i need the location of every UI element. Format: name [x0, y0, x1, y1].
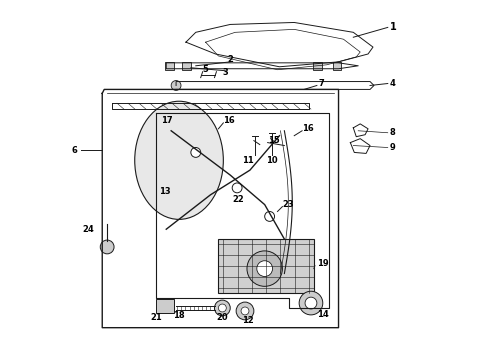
Text: 13: 13: [159, 187, 171, 196]
Bar: [165, 62, 174, 70]
Circle shape: [257, 261, 272, 276]
Ellipse shape: [135, 101, 223, 219]
Text: 19: 19: [317, 259, 328, 268]
Text: 16: 16: [302, 124, 314, 133]
Circle shape: [219, 304, 226, 312]
Text: 1: 1: [390, 22, 396, 32]
Text: 6: 6: [72, 146, 77, 155]
Text: 16: 16: [223, 116, 235, 125]
Bar: [313, 62, 322, 70]
Text: 18: 18: [173, 311, 185, 320]
Circle shape: [299, 291, 323, 315]
Text: 21: 21: [150, 313, 162, 322]
Bar: [156, 299, 174, 313]
Circle shape: [171, 81, 181, 90]
Text: 9: 9: [390, 143, 395, 152]
Text: 15: 15: [268, 136, 279, 145]
Circle shape: [305, 297, 317, 309]
Text: 14: 14: [317, 310, 329, 319]
Circle shape: [232, 183, 242, 193]
Circle shape: [236, 302, 254, 320]
Text: 2: 2: [227, 55, 233, 64]
Text: 20: 20: [217, 313, 228, 322]
Text: 24: 24: [83, 225, 95, 234]
Circle shape: [241, 307, 249, 315]
Text: 3: 3: [222, 68, 228, 77]
Text: 12: 12: [242, 316, 254, 325]
Text: 17: 17: [161, 116, 173, 125]
Circle shape: [247, 251, 282, 286]
Bar: [219, 239, 314, 293]
Text: 8: 8: [390, 128, 395, 137]
Bar: [182, 62, 191, 70]
Text: 7: 7: [319, 79, 324, 88]
Circle shape: [191, 148, 201, 157]
Text: 11: 11: [242, 156, 254, 165]
Text: 23: 23: [282, 200, 294, 209]
Circle shape: [215, 300, 230, 316]
Circle shape: [100, 240, 114, 254]
Circle shape: [265, 212, 274, 221]
Text: 5: 5: [203, 65, 209, 74]
Text: 10: 10: [266, 156, 277, 165]
Text: 22: 22: [232, 195, 244, 204]
Bar: [333, 62, 342, 70]
Text: 4: 4: [390, 79, 395, 88]
